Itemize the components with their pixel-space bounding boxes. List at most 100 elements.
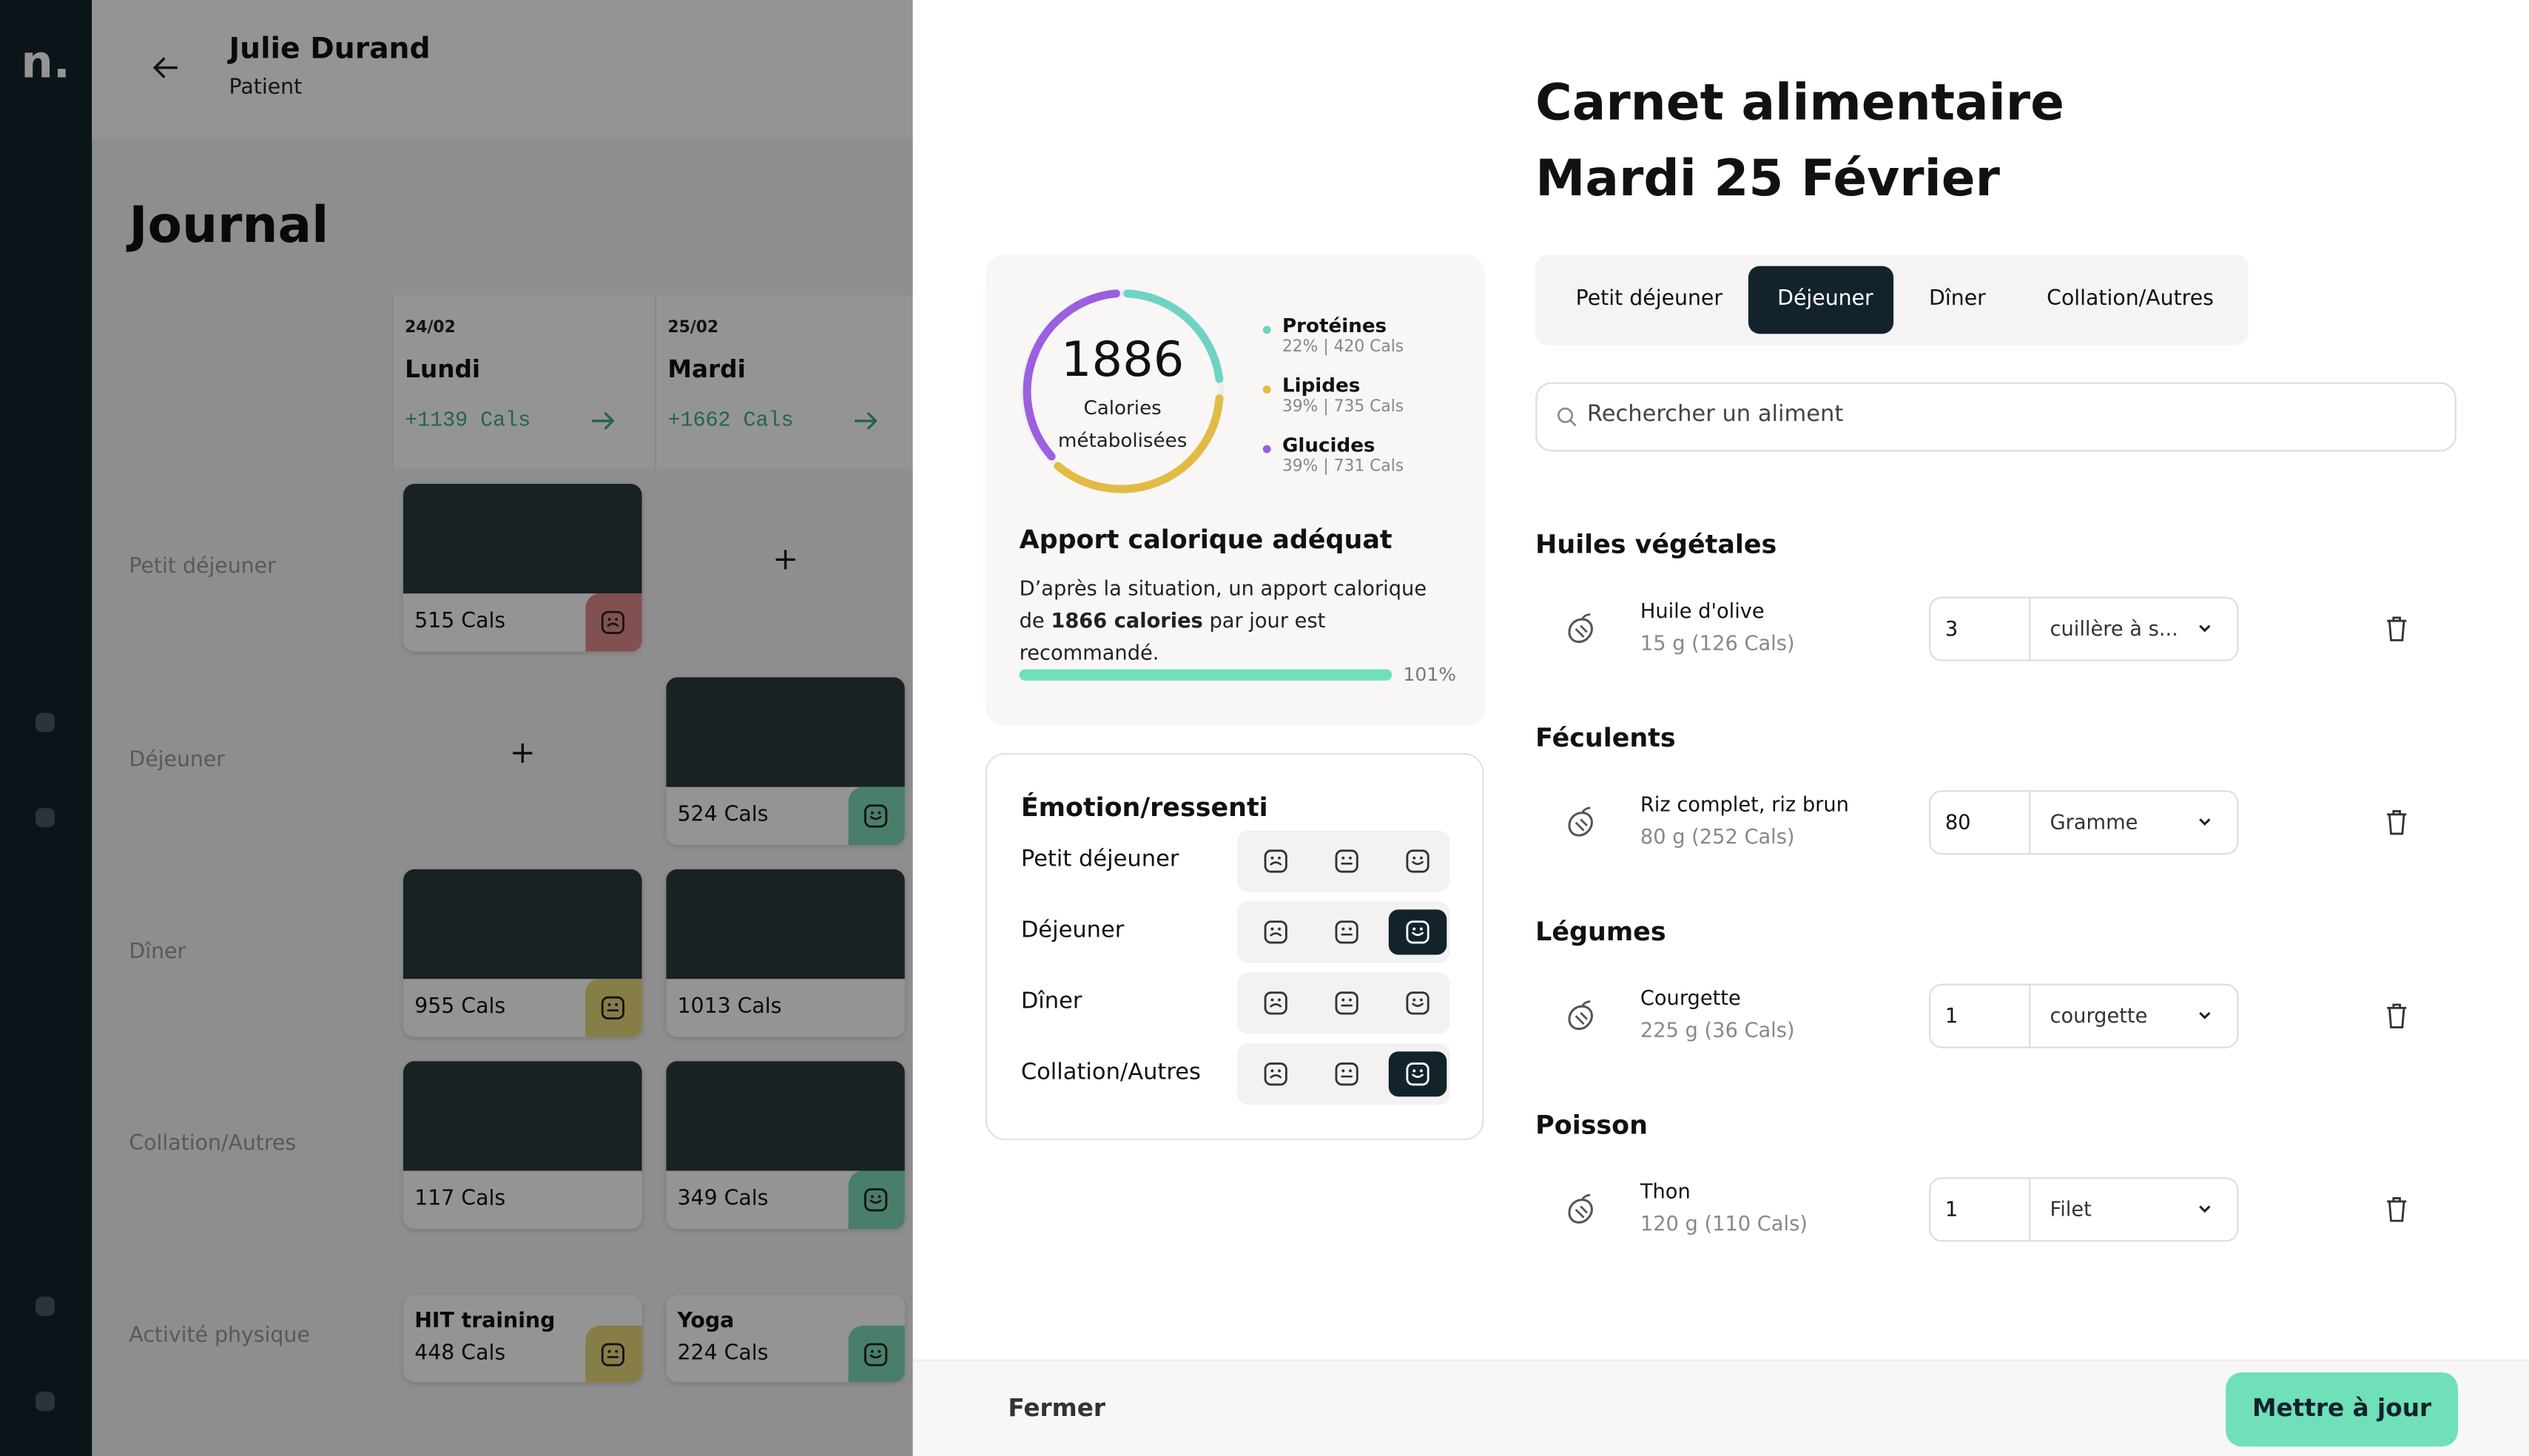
mood-button[interactable] — [1318, 838, 1375, 883]
mood-button[interactable] — [1388, 909, 1447, 955]
quantity-input[interactable] — [1929, 983, 2239, 1048]
mood-icon — [1335, 991, 1358, 1015]
food-name: Huile d'olive — [1640, 598, 1765, 623]
mood-button[interactable] — [1318, 980, 1375, 1025]
calories-value: 1886 — [1060, 332, 1185, 389]
meal-photo — [403, 869, 642, 980]
unit-select[interactable]: Filet — [2050, 1196, 2092, 1221]
macro-detail: 39% | 731 Cals — [1282, 458, 1404, 476]
food-detail: 120 g (110 Cals) — [1640, 1211, 1808, 1236]
mood-badge — [848, 1325, 905, 1383]
mood-button[interactable] — [1318, 1051, 1375, 1096]
macro-detail: 22% | 420 Cals — [1282, 338, 1404, 357]
delete-button[interactable] — [2384, 615, 2410, 644]
meal-card[interactable]: 349 Cals — [666, 1061, 905, 1230]
tab[interactable]: Petit déjeuner — [1575, 287, 1723, 311]
mood-icon — [1264, 1062, 1287, 1086]
food-icon — [1568, 1000, 1593, 1031]
row-label: Déjeuner — [129, 748, 225, 773]
meal-card[interactable]: HIT training 448 Cals — [403, 1295, 642, 1383]
meal-calories: 955 Cals — [414, 994, 506, 1019]
mood-icon — [1264, 849, 1287, 873]
quantity-input[interactable] — [1929, 790, 2239, 855]
day-arrow — [855, 411, 878, 430]
group-title: Poisson — [1535, 1109, 1648, 1141]
meal-card[interactable]: 117 Cals — [403, 1061, 642, 1230]
logo: n. — [21, 35, 70, 89]
emotion-title: Émotion/ressenti — [1020, 792, 1268, 823]
meal-card[interactable]: 515 Cals — [403, 483, 642, 652]
mood-button[interactable] — [1388, 1051, 1447, 1097]
tab[interactable]: Collation/Autres — [2047, 287, 2214, 311]
unit-select[interactable]: Gramme — [2050, 809, 2138, 834]
meal-photo — [666, 869, 905, 980]
delete-button[interactable] — [2384, 1002, 2410, 1031]
tab[interactable]: Déjeuner — [1777, 287, 1873, 311]
mood-icon — [864, 1188, 888, 1212]
search-icon — [1558, 407, 1577, 427]
row-label: Activité physique — [129, 1324, 310, 1349]
mood-button[interactable] — [1318, 909, 1375, 954]
day-name: Lundi — [405, 354, 481, 384]
quantity-input[interactable] — [1929, 596, 2239, 661]
day-column — [654, 294, 920, 470]
quantity-input[interactable] — [1929, 1177, 2239, 1242]
mood-selector — [1236, 972, 1450, 1034]
mood-icon — [1264, 991, 1287, 1015]
add-meal-button[interactable] — [774, 548, 797, 571]
meal-card[interactable]: Yoga 224 Cals — [666, 1295, 905, 1383]
mood-button[interactable] — [1247, 980, 1304, 1025]
food-name: Riz complet, riz brun — [1640, 792, 1849, 816]
mood-button[interactable] — [1247, 909, 1304, 954]
tab[interactable]: Dîner — [1929, 287, 1986, 311]
activity-label: Yoga — [677, 1309, 735, 1334]
macro-dot — [1262, 326, 1271, 334]
meal-calories: 224 Cals — [677, 1341, 769, 1366]
submit-button[interactable] — [2226, 1372, 2459, 1447]
close-button[interactable]: Fermer — [1008, 1393, 1106, 1423]
meal-photo — [666, 677, 905, 787]
mood-icon — [1335, 920, 1358, 944]
meal-photo — [666, 1061, 905, 1171]
mood-button[interactable] — [1389, 980, 1447, 1025]
calories-label: métabolisées — [1057, 428, 1188, 452]
progress-track — [1019, 669, 1393, 681]
unit-select[interactable]: courgette — [2050, 1002, 2148, 1028]
mood-button[interactable] — [1247, 1051, 1304, 1096]
meal-card[interactable]: 1013 Cals — [666, 869, 905, 1037]
dropdown-arrow — [2199, 1205, 2211, 1213]
tab-active-bg — [1748, 266, 1894, 334]
unit-select[interactable]: cuillère à s... — [2050, 616, 2178, 641]
meal-card[interactable]: 524 Cals — [666, 677, 905, 846]
mood-icon — [601, 610, 624, 634]
dropdown-arrow — [2199, 818, 2211, 826]
mood-button[interactable] — [1389, 838, 1447, 883]
day-total: +1662 Cals — [667, 408, 794, 433]
meal-photo — [403, 483, 642, 594]
mood-badge — [585, 1325, 642, 1383]
delete-button[interactable] — [2384, 808, 2410, 837]
nav-icon — [35, 1296, 55, 1316]
day-column — [391, 294, 657, 470]
day-date: 25/02 — [667, 319, 719, 337]
food-name: Thon — [1640, 1179, 1691, 1204]
add-meal-button[interactable] — [511, 742, 534, 765]
emotion-card — [985, 752, 1484, 1141]
advice-title: Apport calorique adéquat — [1019, 524, 1393, 555]
mood-badge — [848, 1170, 905, 1230]
mood-badge — [848, 786, 905, 846]
food-icon — [1568, 1193, 1593, 1224]
food-icon — [1568, 613, 1593, 644]
mood-icon — [1406, 1062, 1429, 1086]
quantity-value: 1 — [1944, 1002, 1959, 1028]
meal-calories: 448 Cals — [414, 1341, 506, 1366]
delete-button[interactable] — [2384, 1195, 2410, 1224]
mood-button[interactable] — [1247, 838, 1304, 883]
back-button — [152, 57, 178, 78]
search-placeholder: Rechercher un aliment — [1586, 401, 1844, 428]
search-box[interactable] — [1535, 382, 2456, 452]
macro-dot — [1262, 385, 1271, 394]
nav-icon — [35, 808, 55, 828]
meal-card[interactable]: 955 Cals — [403, 869, 642, 1037]
